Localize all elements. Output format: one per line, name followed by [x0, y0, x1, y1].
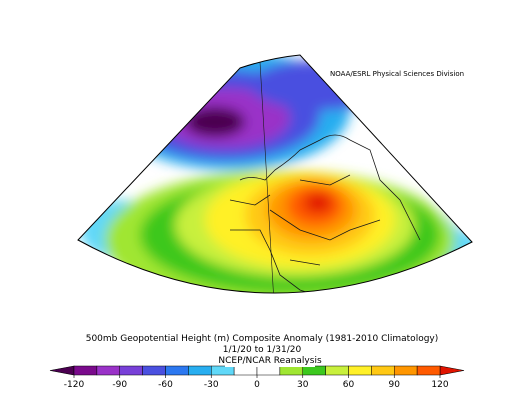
- colorbar: -120 -90 -60 -30 0 30 60 90 120: [49, 365, 465, 390]
- colorbar-label: 120: [431, 380, 448, 390]
- colorbar-arrow: [439, 365, 465, 376]
- colorbar-label: 30: [297, 380, 309, 390]
- source: NCEP/NCAR Reanalysis: [218, 356, 322, 366]
- source-box: [225, 356, 315, 367]
- colorbar-segment: [348, 365, 372, 376]
- colorbar-segment: [371, 365, 395, 376]
- colorbar-segment: [233, 365, 258, 376]
- period: 1/1/20 to 1/31/20: [223, 345, 302, 355]
- colorbar-segment: [325, 365, 349, 376]
- colorbar-label: 90: [389, 380, 401, 390]
- colorbar-segment: [302, 365, 326, 376]
- colorbar-label: -30: [204, 380, 219, 390]
- map-frame: [77, 54, 473, 294]
- colorbar-label: -120: [64, 380, 85, 390]
- colorbar-arrow: [49, 365, 75, 376]
- colorbar-label: -90: [112, 380, 127, 390]
- colorbar-label: 60: [343, 380, 355, 390]
- colorbar-segment: [279, 365, 303, 376]
- credit: NOAA/ESRL Physical Sciences Division: [330, 70, 464, 78]
- colorbar-segment: [394, 365, 418, 376]
- colorbar-segment: [165, 365, 189, 376]
- colorbar-segment: [119, 365, 143, 376]
- colorbar-segment: [416, 365, 441, 376]
- colorbar-segment: [256, 365, 281, 376]
- title: 500mb Geopotential Height (m) Composite …: [86, 334, 439, 344]
- anomaly-map: [78, 55, 472, 294]
- colorbar-segment: [211, 365, 235, 376]
- colorbar-segment: [188, 365, 212, 376]
- colorbar-segment: [142, 365, 166, 376]
- colorbar-label: -60: [158, 380, 173, 390]
- colorbar-label: 0: [254, 380, 260, 390]
- colorbar-segment: [73, 365, 98, 376]
- colorbar-segment: [96, 365, 120, 376]
